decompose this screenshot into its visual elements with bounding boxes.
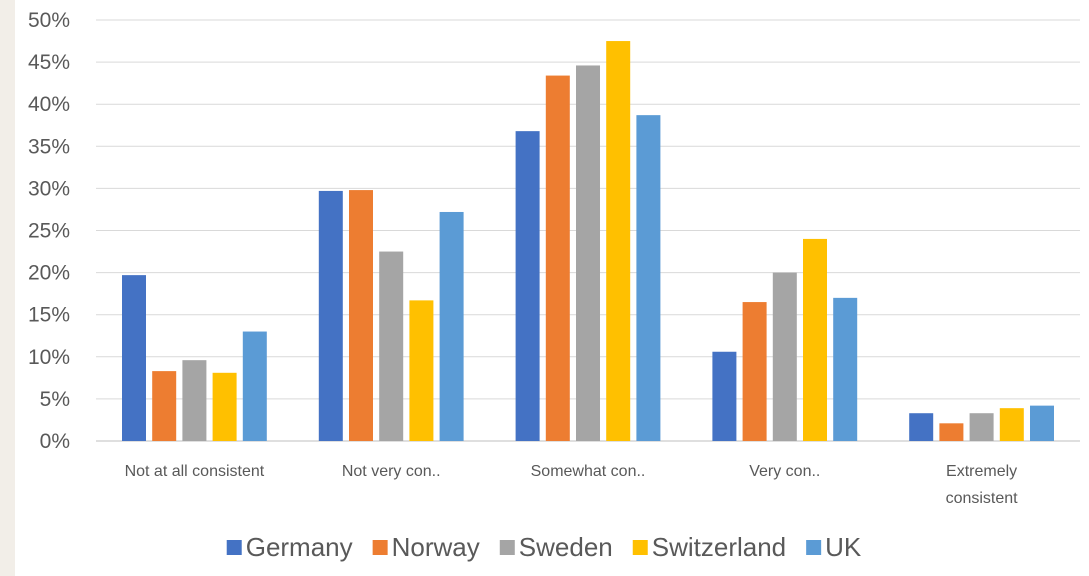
legend-swatch-germany — [226, 540, 242, 555]
y-tick-label: 0% — [40, 430, 70, 453]
bar-norway-5 — [939, 423, 964, 441]
x-category-label: consistent — [946, 490, 1019, 507]
bar-norway-4 — [742, 302, 767, 441]
x-axis-categories: Not at all consistent Not very con.. Somew… — [125, 463, 1019, 507]
legend-swatch-uk — [806, 540, 822, 555]
y-axis-ticks: 0% 5% 10% 15% 20% 25% 30% 35% 40% 45% 50% — [28, 9, 70, 453]
bar-norway-3 — [545, 75, 570, 442]
legend-label-norway: Norway — [392, 532, 480, 562]
x-category-label: Extremely — [946, 463, 1017, 480]
y-tick-label: 10% — [28, 346, 70, 369]
bar-sweden-3 — [576, 65, 600, 441]
bar-switzerland-1 — [212, 372, 237, 441]
bar-sweden-1 — [182, 360, 207, 441]
x-category-label: Very con.. — [749, 463, 820, 480]
legend-label-sweden: Sweden — [519, 532, 613, 562]
y-tick-label: 25% — [28, 220, 70, 243]
bar-sweden-5 — [969, 413, 994, 441]
bar-norway-1 — [152, 371, 177, 441]
legend-label-switzerland: Switzerland — [652, 532, 786, 562]
bar-uk-2 — [439, 211, 464, 441]
bar-switzerland-3 — [606, 41, 631, 442]
legend-swatch-switzerland — [632, 540, 648, 555]
bar-norway-2 — [349, 190, 373, 441]
y-tick-label: 50% — [28, 9, 70, 32]
bar-uk-3 — [636, 115, 661, 442]
legend-swatch-norway — [372, 540, 388, 555]
bar-switzerland-2 — [409, 300, 434, 441]
bar-sweden-2 — [379, 251, 404, 441]
bar-sweden-4 — [772, 272, 797, 441]
y-tick-label: 45% — [28, 51, 70, 74]
y-tick-label: 5% — [40, 388, 70, 411]
legend-label-uk: UK — [825, 532, 862, 562]
y-tick-label: 20% — [28, 262, 70, 285]
y-tick-label: 35% — [28, 135, 70, 158]
bar-germany-2 — [318, 190, 343, 441]
bar-uk-1 — [242, 331, 267, 441]
legend-swatch-sweden — [499, 540, 515, 555]
bar-germany-1 — [122, 275, 146, 441]
legend-label-germany: Germany — [246, 532, 353, 562]
x-category-label: Not very con.. — [342, 463, 441, 480]
bar-uk-4 — [833, 297, 858, 441]
bar-germany-4 — [712, 351, 737, 441]
y-tick-label: 30% — [28, 177, 70, 200]
legend: Germany Norway Sweden Switzerland UK — [226, 532, 862, 562]
bar-germany-3 — [515, 131, 540, 442]
bar-germany-5 — [909, 413, 934, 441]
bar-switzerland-5 — [999, 408, 1024, 441]
left-border-strip — [0, 0, 15, 576]
bars — [122, 41, 1054, 442]
bar-switzerland-4 — [803, 238, 827, 441]
y-tick-label: 15% — [28, 304, 70, 327]
x-category-label: Not at all consistent — [125, 463, 265, 480]
bar-uk-5 — [1030, 405, 1054, 441]
x-category-label: Somewhat con.. — [531, 463, 646, 480]
y-tick-label: 40% — [28, 93, 70, 116]
